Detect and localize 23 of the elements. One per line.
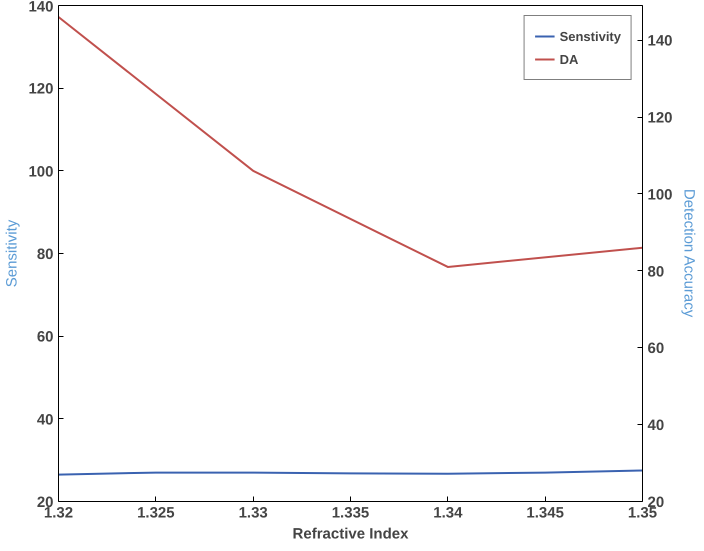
x-tick-label: 1.345 — [526, 504, 564, 522]
y2-tick-label: 140 — [648, 32, 673, 50]
y-axis-title: Sensitivity — [3, 219, 20, 288]
y-tick-label: 60 — [36, 328, 54, 346]
y-tick-label: 140 — [28, 0, 54, 16]
y2-tick-label: 40 — [648, 417, 664, 434]
y-tick-label: 120 — [28, 80, 54, 98]
y-tick-label: 100 — [28, 163, 54, 180]
y-tick-label: 40 — [36, 411, 54, 428]
y2-tick-label: 60 — [648, 340, 664, 358]
y-tick-label: 80 — [36, 246, 54, 263]
y2-tick-label: 80 — [648, 263, 664, 280]
y2-axis-title: Detection Accuracy — [680, 188, 698, 318]
x-tick-label: 1.335 — [332, 504, 370, 522]
x-tick-label: 1.33 — [238, 504, 268, 522]
x-tick-label: 1.34 — [433, 504, 464, 522]
y2-tick-label: 120 — [648, 110, 673, 127]
line-series — [58, 16, 642, 268]
x-tick-label: 1.325 — [137, 504, 175, 522]
legend-label: Senstivity — [560, 28, 621, 44]
x-axis-title: Refractive Index — [292, 526, 410, 542]
legend-label: DA — [560, 52, 580, 66]
y2-tick-label: 100 — [648, 186, 673, 204]
